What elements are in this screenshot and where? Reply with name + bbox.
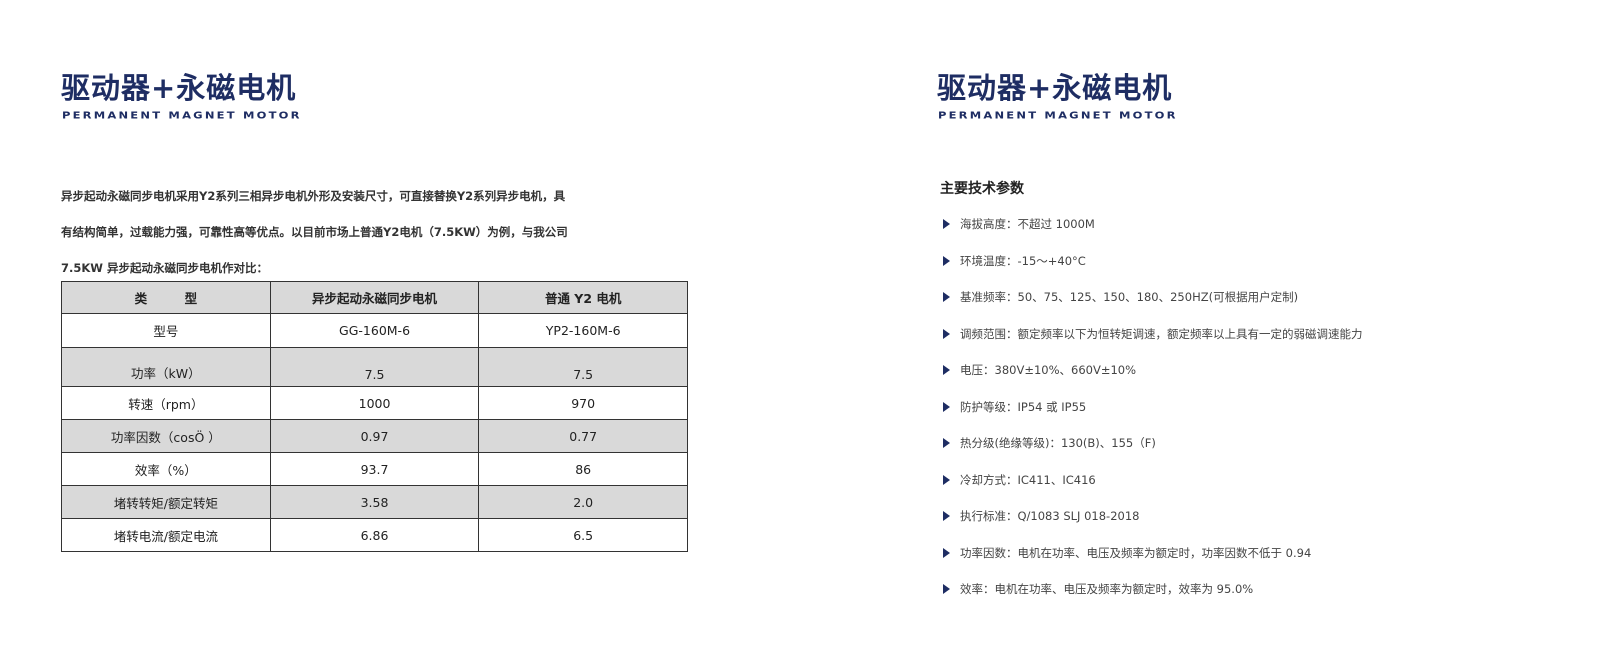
- param-item: 冷却方式：IC411、IC416: [943, 472, 1096, 488]
- comparison-table: 类 型 异步起动永磁同步电机 普通 Y2 电机 型号 GG-160M-6 YP2-1…: [61, 281, 688, 552]
- triangle-right-icon: [943, 511, 950, 521]
- cell: 型号: [61, 313, 271, 348]
- param-item: 电压：380V±10%、660V±10%: [943, 362, 1136, 378]
- cell: 效率（%）: [61, 452, 271, 486]
- param-item: 环境温度：-15～+40°C: [943, 253, 1086, 269]
- triangle-right-icon: [943, 255, 950, 266]
- cell: 7.5: [478, 347, 688, 387]
- cell: 0.77: [478, 419, 688, 453]
- cell: 堵转转矩/额定转矩: [61, 485, 271, 519]
- intro-line: 有结构简单，过载能力强，可靠性高等优点。以目前市场上普通Y2电机（7.5KW）为…: [61, 225, 568, 239]
- table-row: 堵转电流/额定电流 6.86 6.5: [61, 518, 688, 552]
- cell: 970: [478, 386, 688, 420]
- left-subtitle: PERMANENT MAGNET MOTOR: [62, 109, 302, 122]
- triangle-right-icon: [943, 219, 950, 229]
- param-item: 防护等级：IP54 或 IP55: [943, 399, 1086, 415]
- triangle-right-icon: [943, 328, 950, 339]
- header-cell: 普通 Y2 电机: [478, 281, 688, 314]
- param-text: 基准频率：50、75、125、150、180、250HZ(可根据用户定制): [960, 290, 1299, 304]
- cell: 86: [478, 452, 688, 486]
- table-row: 型号 GG-160M-6 YP2-160M-6: [61, 313, 688, 348]
- param-item: 功率因数：电机在功率、电压及频率为额定时，功率因数不低于 0.94: [943, 545, 1311, 561]
- params-heading: 主要技术参数: [940, 181, 1024, 197]
- triangle-right-icon: [943, 401, 950, 412]
- table-header-row: 类 型 异步起动永磁同步电机 普通 Y2 电机: [61, 281, 688, 314]
- cell: 堵转电流/额定电流: [61, 518, 271, 552]
- param-text: 执行标准：Q/1083 SLJ 018-2018: [960, 509, 1140, 523]
- param-item: 执行标准：Q/1083 SLJ 018-2018: [943, 508, 1139, 524]
- cell: 功率因数（cosÖ ）: [61, 419, 271, 453]
- intro-paragraph: 异步起动永磁同步电机采用Y2系列三相异步电机外形及安装尺寸，可直接替换Y2系列异…: [61, 178, 661, 286]
- triangle-right-icon: [943, 474, 950, 485]
- header-cell: 类 型: [61, 281, 271, 314]
- cell: 0.97: [269, 419, 480, 453]
- param-item: 效率：电机在功率、电压及频率为额定时，效率为 95.0%: [943, 581, 1253, 597]
- cell: 转速（rpm）: [61, 386, 271, 420]
- table-row: 转速（rpm） 1000 970: [61, 386, 688, 420]
- cell: 6.86: [269, 518, 480, 552]
- param-text: 海拔高度：不超过 1000M: [960, 217, 1095, 231]
- param-text: 效率：电机在功率、电压及频率为额定时，效率为 95.0%: [960, 582, 1254, 596]
- param-text: 电压：380V±10%、660V±10%: [960, 363, 1137, 377]
- table-row: 堵转转矩/额定转矩 3.58 2.0: [61, 485, 688, 519]
- triangle-right-icon: [943, 292, 950, 302]
- right-title: 驱动器+永磁电机: [937, 71, 1173, 105]
- param-text: 环境温度：-15～+40°C: [960, 253, 1086, 268]
- cell: 93.7: [269, 452, 480, 486]
- cell: 7.5: [269, 347, 480, 387]
- cell: GG-160M-6: [269, 313, 480, 348]
- triangle-right-icon: [943, 584, 950, 594]
- triangle-right-icon: [943, 547, 950, 558]
- cell: YP2-160M-6: [478, 313, 688, 348]
- triangle-right-icon: [943, 438, 950, 448]
- table-row: 功率（kW） 7.5 7.5: [61, 347, 688, 387]
- param-text: 调频范围：额定频率以下为恒转矩调速，额定频率以上具有一定的弱磁调速能力: [960, 326, 1363, 341]
- cell: 3.58: [269, 485, 480, 519]
- intro-line: 7.5KW 异步起动永磁同步电机作对比：: [61, 261, 268, 275]
- cell: 1000: [269, 386, 480, 420]
- left-title: 驱动器+永磁电机: [61, 71, 297, 105]
- cell: 功率（kW）: [61, 347, 271, 387]
- param-text: 防护等级：IP54 或 IP55: [960, 399, 1087, 414]
- param-item: 调频范围：额定频率以下为恒转矩调速，额定频率以上具有一定的弱磁调速能力: [943, 326, 1363, 342]
- param-text: 冷却方式：IC411、IC416: [960, 472, 1096, 487]
- param-text: 热分级(绝缘等级)：130(B)、155（F): [960, 436, 1156, 450]
- table-row: 功率因数（cosÖ ） 0.97 0.77: [61, 419, 688, 453]
- table-row: 效率（%） 93.7 86: [61, 452, 688, 486]
- cell: 6.5: [478, 518, 688, 552]
- intro-line: 异步起动永磁同步电机采用Y2系列三相异步电机外形及安装尺寸，可直接替换Y2系列异…: [61, 189, 566, 203]
- cell: 2.0: [478, 485, 688, 519]
- param-text: 功率因数：电机在功率、电压及频率为额定时，功率因数不低于 0.94: [960, 545, 1312, 560]
- header-cell: 异步起动永磁同步电机: [269, 281, 480, 314]
- triangle-right-icon: [943, 365, 950, 375]
- param-item: 基准频率：50、75、125、150、180、250HZ(可根据用户定制): [943, 289, 1298, 305]
- param-item: 热分级(绝缘等级)：130(B)、155（F): [943, 435, 1156, 451]
- right-subtitle: PERMANENT MAGNET MOTOR: [938, 109, 1178, 122]
- param-item: 海拔高度：不超过 1000M: [943, 216, 1095, 232]
